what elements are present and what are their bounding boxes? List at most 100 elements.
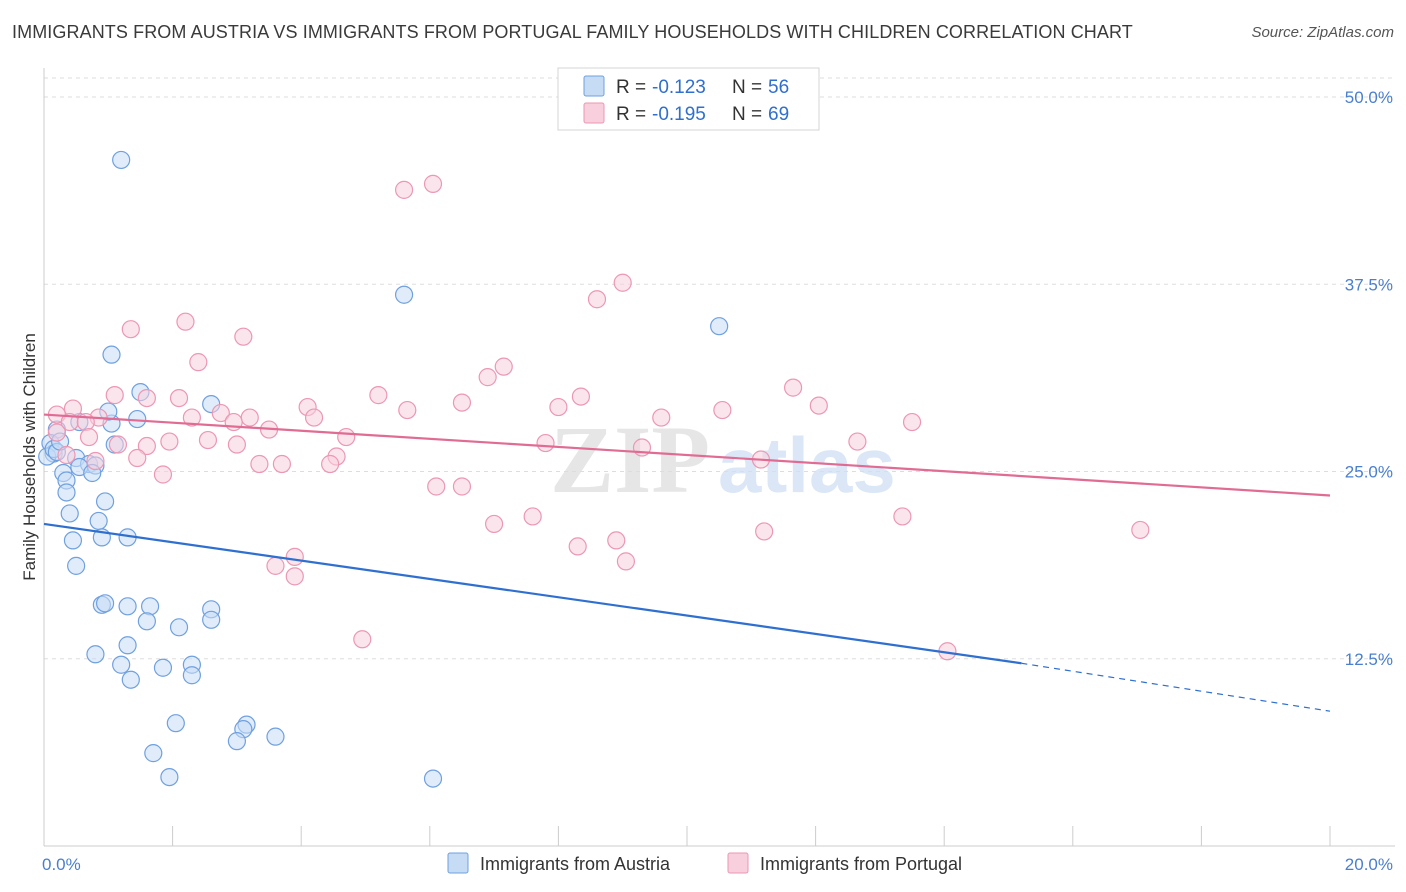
portugal-point-42 <box>536 433 555 453</box>
austria-point-40 <box>112 655 131 674</box>
portugal-trend-line <box>43 413 1331 497</box>
portugal-point-64 <box>616 552 636 571</box>
y-tick-label-2: 37.5% <box>1345 275 1393 294</box>
series-portugal <box>47 174 1150 661</box>
portugal-point-67 <box>285 567 304 586</box>
austria-point-43 <box>182 666 201 685</box>
portugal-point-35 <box>47 423 66 442</box>
portugal-point-13 <box>105 386 124 405</box>
portugal-point-65 <box>285 547 304 566</box>
portugal-point-17 <box>809 396 828 415</box>
y-tick-label-0: 12.5% <box>1345 650 1393 669</box>
y-tick-labels: 12.5% 25.0% 37.5% 50.0% <box>1345 88 1393 669</box>
legend-portugal-r-label: R = <box>616 104 646 125</box>
austria-point-26 <box>63 531 83 550</box>
portugal-point-1 <box>394 180 414 199</box>
austria-point-31 <box>95 594 115 613</box>
portugal-point-57 <box>523 507 542 526</box>
austria-point-3 <box>102 345 121 364</box>
portugal-point-5 <box>121 320 140 339</box>
portugal-point-43 <box>227 435 246 454</box>
austria-point-51 <box>160 767 179 787</box>
portugal-point-66 <box>266 556 285 575</box>
austria-point-48 <box>266 727 285 746</box>
portugal-point-55 <box>427 477 446 496</box>
y-tick-label-3: 50.0% <box>1345 88 1393 107</box>
axes <box>43 68 1395 847</box>
legend-portugal-n-label: N = <box>732 104 762 125</box>
austria-point-35 <box>137 612 156 631</box>
watermark-zip: ZIP <box>550 406 710 513</box>
portugal-point-12 <box>571 387 591 406</box>
portugal-point-41 <box>137 436 156 456</box>
source-label: Source: ZipAtlas.com <box>1251 24 1394 41</box>
portugal-point-8 <box>494 357 513 376</box>
legend-swatch-austria <box>583 75 605 97</box>
portugal-point-39 <box>160 432 179 451</box>
austria-trend-line <box>43 522 1022 665</box>
portugal-point-30 <box>224 412 243 432</box>
portugal-point-36 <box>79 427 99 447</box>
legend-portugal-r-value: -0.195 <box>652 104 706 125</box>
portugal-point-32 <box>902 412 922 432</box>
trend-lines <box>43 413 1331 712</box>
portugal-point-9 <box>478 368 497 387</box>
y-axis-label: Family Households with Children <box>20 333 39 581</box>
portugal-point-56 <box>452 477 472 496</box>
portugal-point-44 <box>108 435 128 454</box>
portugal-point-31 <box>304 408 324 427</box>
bottom-legend-swatch-austria <box>447 852 469 874</box>
portugal-point-15 <box>169 388 189 408</box>
austria-point-39 <box>86 645 105 664</box>
portugal-point-62 <box>607 531 626 550</box>
portugal-point-40 <box>848 432 867 451</box>
portugal-point-21 <box>398 400 417 420</box>
bottom-legend-swatch-portugal <box>727 852 749 874</box>
bottom-legend-label-portugal: Immigrants from Portugal <box>760 854 962 874</box>
austria-point-38 <box>118 636 137 655</box>
portugal-point-60 <box>755 522 774 541</box>
portugal-point-20 <box>549 397 568 417</box>
bottom-legend-label-austria: Immigrants from Austria <box>480 854 671 874</box>
chart-title: IMMIGRANTS FROM AUSTRIA VS IMMIGRANTS FR… <box>12 22 1133 42</box>
portugal-point-4 <box>176 312 195 331</box>
portugal-point-19 <box>713 400 732 420</box>
austria-point-24 <box>60 504 79 523</box>
x-tick-label-0: 0.0% <box>42 855 81 874</box>
portugal-point-59 <box>893 507 912 526</box>
portugal-point-14 <box>137 388 156 408</box>
legend-swatch-portugal <box>583 102 605 124</box>
austria-point-2 <box>710 317 729 336</box>
x-tick-labels: 0.0% 20.0% <box>42 855 1393 874</box>
austria-point-33 <box>140 597 160 616</box>
portugal-point-49 <box>86 451 105 471</box>
portugal-point-54 <box>153 465 173 484</box>
austria-point-37 <box>169 618 189 637</box>
portugal-point-38 <box>198 430 218 450</box>
austria-point-50 <box>144 744 163 763</box>
portugal-point-46 <box>57 445 76 465</box>
portugal-point-10 <box>783 378 803 397</box>
austria-point-32 <box>118 597 137 616</box>
portugal-point-61 <box>1131 520 1150 540</box>
austria-trend-extension <box>1021 662 1331 712</box>
portugal-point-7 <box>189 353 208 372</box>
legend-austria-r-value: -0.123 <box>652 77 706 98</box>
watermark: ZIP atlas <box>550 406 896 513</box>
portugal-point-11 <box>369 386 388 405</box>
portugal-point-37 <box>337 427 356 447</box>
portugal-point-24 <box>211 403 230 423</box>
x-tick-label-1: 20.0% <box>1345 855 1393 874</box>
portugal-point-68 <box>353 630 372 649</box>
austria-point-52 <box>423 769 443 788</box>
portugal-point-26 <box>182 408 201 427</box>
austria-point-1 <box>394 285 414 304</box>
portugal-point-25 <box>240 408 259 427</box>
legend-portugal-n-value: 69 <box>768 104 789 125</box>
y-tick-label-1: 25.0% <box>1345 463 1393 482</box>
portugal-point-52 <box>272 454 292 474</box>
austria-point-36 <box>202 610 221 629</box>
portugal-point-51 <box>250 454 269 474</box>
austria-point-22 <box>57 483 76 502</box>
